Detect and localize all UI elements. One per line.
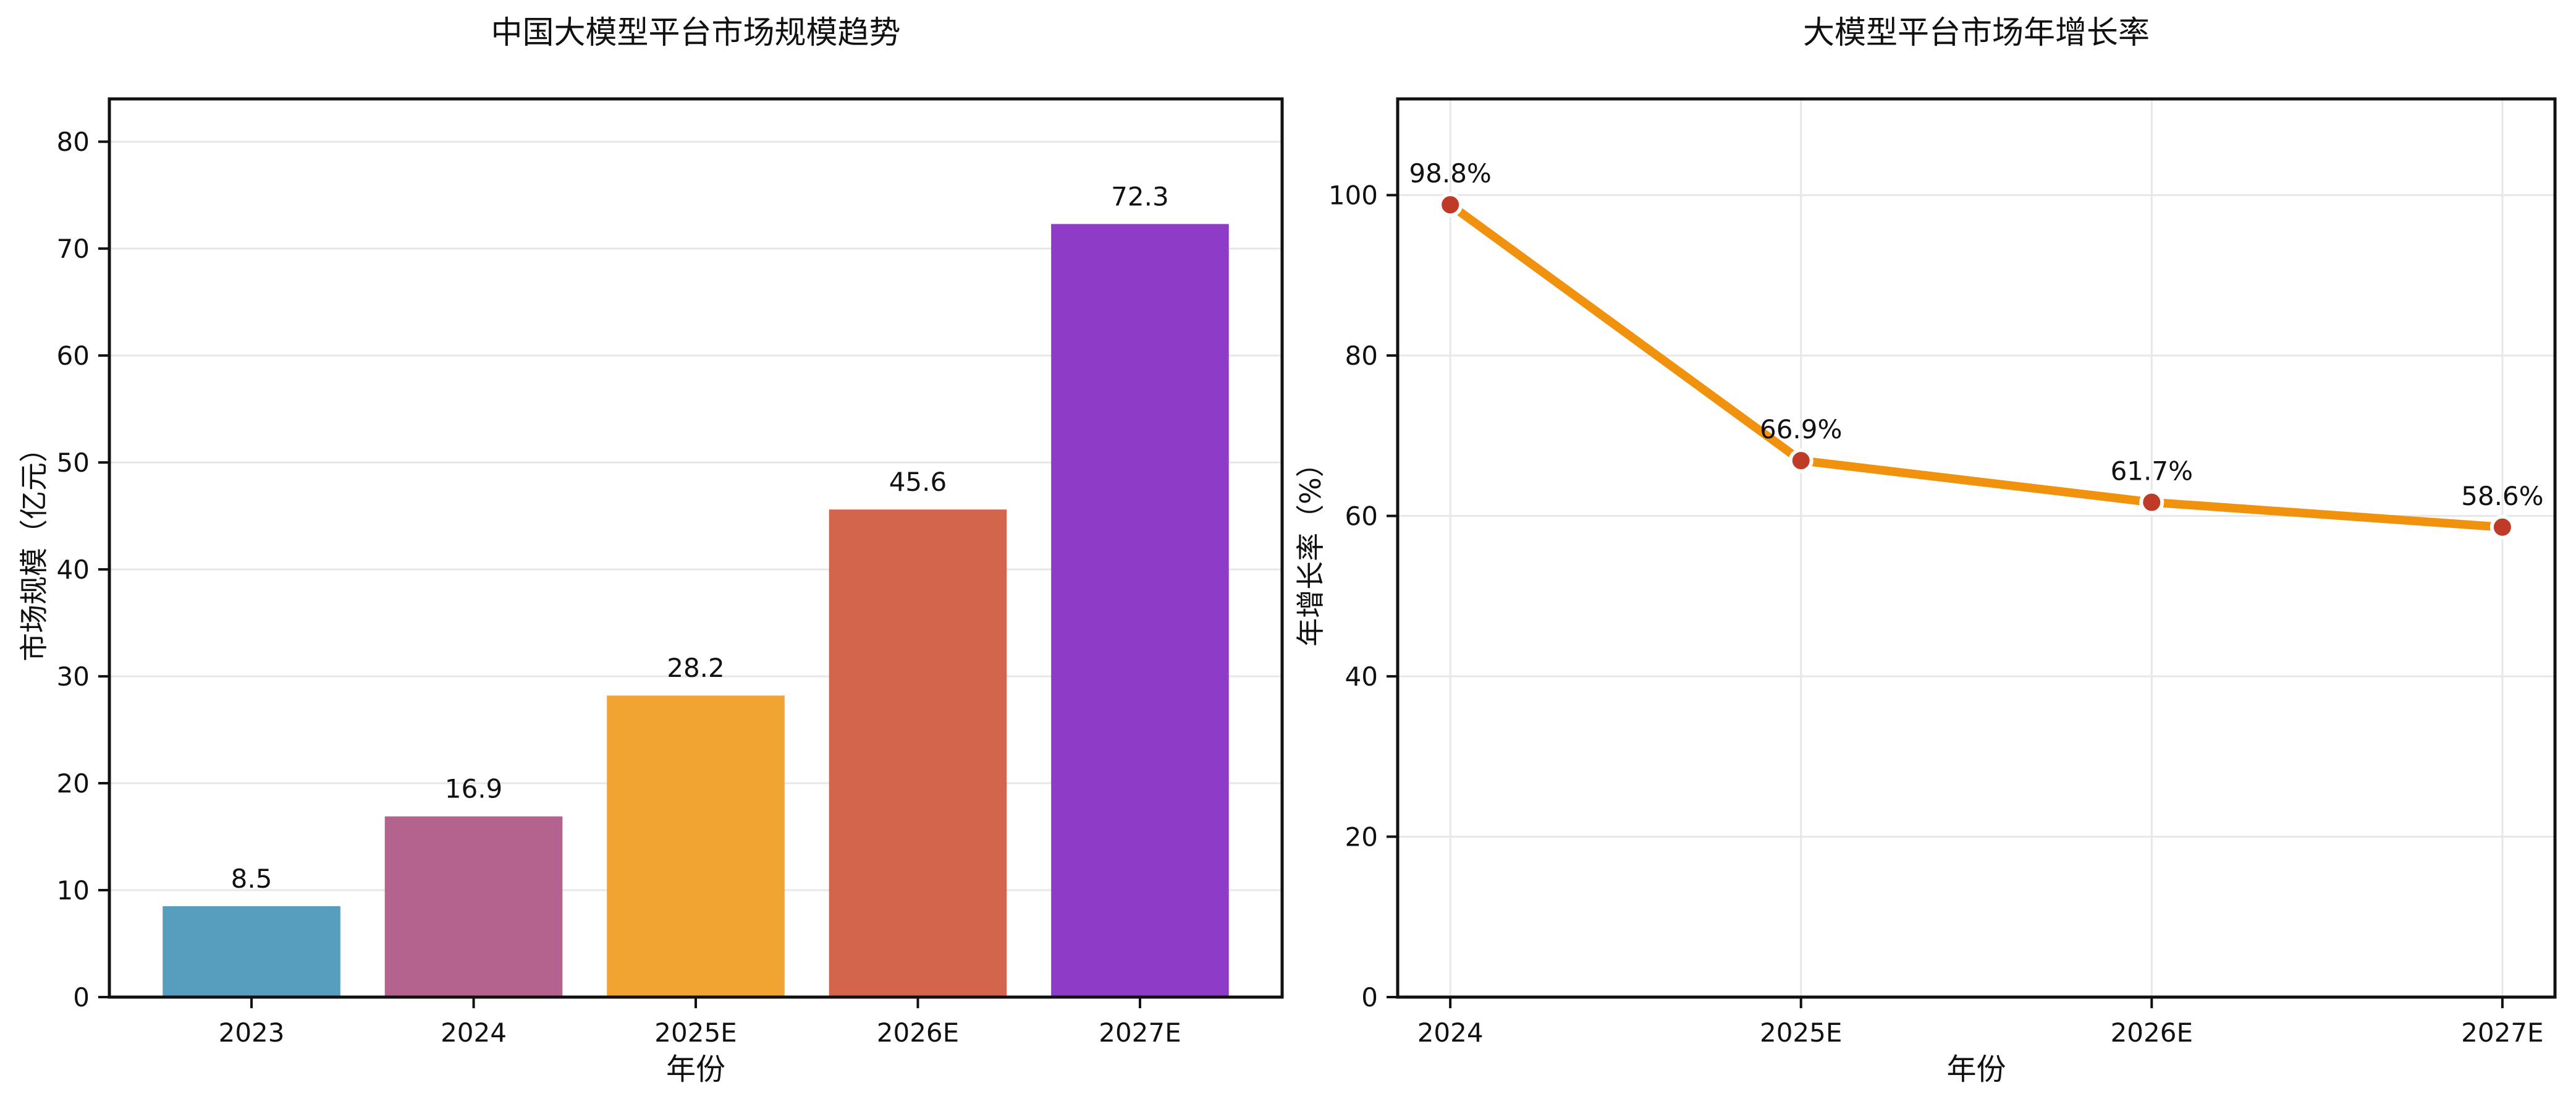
- bar-plot: 0 10 20 30 40 50 60 70 80 2023 2024 2025E 2026E 2027E…: [57, 97, 1284, 1048]
- growth-line: [1446, 200, 2507, 532]
- x-axis-label: 年份: [665, 1052, 725, 1087]
- y-axis-label: 年增长率（%）: [1294, 449, 1327, 647]
- y-tick-label: 60: [57, 341, 90, 371]
- chart-title: 大模型平台市场年增长率: [1802, 15, 2150, 51]
- x-tick-label: 2025E: [1760, 1017, 1842, 1048]
- bar-2024: [384, 816, 563, 997]
- y-tick-label: 60: [1345, 501, 1378, 532]
- x-axis-label: 年份: [1946, 1052, 2006, 1087]
- data-point-2025E: [1788, 448, 1814, 474]
- value-label: 61.7%: [2111, 456, 2193, 486]
- y-tick-label: 10: [57, 875, 90, 906]
- value-label: 66.9%: [1760, 414, 1842, 444]
- x-tick-label: 2023: [219, 1017, 285, 1048]
- x-tick-label: 2025E: [654, 1017, 737, 1048]
- y-tick-label: 20: [1345, 822, 1378, 852]
- value-label: 98.8%: [1409, 158, 1491, 189]
- x-tick-label: 2026E: [2111, 1017, 2193, 1048]
- y-tick-label: 40: [57, 554, 90, 585]
- y-tick-label: 20: [57, 768, 90, 799]
- data-point-2024: [1438, 192, 1463, 218]
- value-label: 16.9: [445, 774, 503, 804]
- y-tick-label: 30: [57, 661, 90, 692]
- bar-2027E: [1051, 224, 1229, 998]
- x-tick-label: 2024: [441, 1017, 507, 1048]
- y-axis-label: 市场规模（亿元）: [17, 434, 51, 661]
- plot-border: [1396, 97, 2557, 999]
- x-tick-label: 2024: [1417, 1017, 1484, 1048]
- chart-title: 中国大模型平台市场规模趋势: [491, 15, 901, 51]
- value-label: 28.2: [667, 653, 725, 683]
- x-tick-label: 2027E: [2461, 1017, 2543, 1048]
- y-tick-label: 0: [73, 982, 90, 1013]
- value-label: 58.6%: [2461, 481, 2543, 511]
- y-tick-label: 100: [1328, 181, 1378, 211]
- y-tick-label: 40: [1345, 661, 1378, 692]
- subplot-growth-rate: 0 20 40 60 80 100 2024 2025E 2026E 2027E 98.8% 66.9…: [1288, 0, 2576, 1096]
- line-plot: 0 20 40 60 80 100 2024 2025E 2026E 2027E 98.8% 66.9…: [1328, 97, 2557, 1048]
- bar-2026E: [829, 509, 1007, 997]
- y-tick-label: 80: [1345, 341, 1378, 371]
- data-point-2026E: [2139, 490, 2164, 515]
- value-label: 45.6: [889, 467, 947, 497]
- y-tick-label: 70: [57, 234, 90, 264]
- bar-2023: [163, 906, 340, 997]
- x-tick-label: 2027E: [1099, 1017, 1181, 1048]
- y-tick-label: 0: [1361, 982, 1378, 1013]
- x-tick-label: 2026E: [877, 1017, 959, 1048]
- y-tick-label: 80: [57, 127, 90, 157]
- value-label: 8.5: [231, 864, 272, 894]
- subplot-market-size: 0 10 20 30 40 50 60 70 80 2023 2024 2025E 2026E 2027E…: [17, 15, 1284, 1087]
- data-point-2027E: [2489, 514, 2515, 540]
- bar-2025E: [607, 695, 785, 997]
- y-tick-label: 50: [57, 448, 90, 478]
- value-label: 72.3: [1111, 181, 1169, 211]
